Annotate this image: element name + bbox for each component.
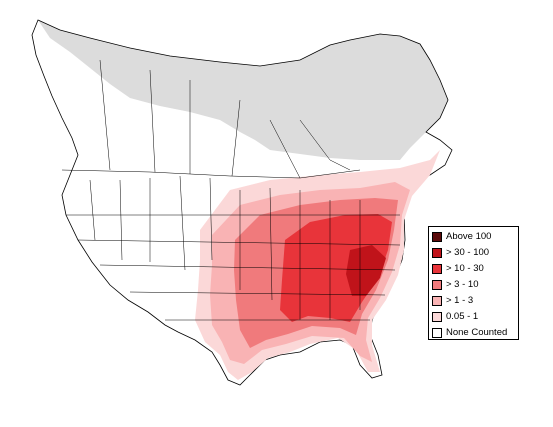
- legend-swatch: [432, 231, 442, 242]
- legend-swatch: [432, 263, 442, 274]
- legend-swatch: [432, 279, 442, 290]
- legend-item: > 10 - 30: [432, 262, 484, 275]
- legend: Above 100 > 30 - 100 > 10 - 30 > 3 - 10 …: [428, 226, 519, 340]
- legend-label: > 10 - 30: [446, 263, 484, 274]
- legend-swatch: [432, 295, 442, 306]
- legend-item: None Counted: [432, 326, 507, 339]
- legend-item: > 30 - 100: [432, 246, 489, 259]
- legend-label: > 1 - 3: [446, 295, 474, 306]
- legend-item: > 1 - 3: [432, 294, 473, 307]
- legend-item: Above 100: [432, 230, 491, 243]
- legend-label: Above 100: [446, 231, 492, 242]
- continent-outline: [31, 19, 453, 386]
- legend-label: 0.05 - 1: [446, 311, 479, 322]
- legend-swatch: [432, 311, 442, 322]
- legend-label: None Counted: [446, 327, 508, 338]
- abundance-higher: [346, 245, 386, 296]
- legend-swatch: [432, 247, 442, 258]
- legend-label: > 3 - 10: [446, 279, 479, 290]
- legend-label: > 30 - 100: [446, 247, 490, 258]
- legend-item: > 3 - 10: [432, 278, 478, 291]
- no-data-region: [38, 20, 448, 160]
- boundaries: [61, 59, 401, 321]
- abundance-layer: [195, 150, 440, 380]
- legend-item: 0.05 - 1: [432, 310, 478, 323]
- legend-swatch: [432, 327, 442, 338]
